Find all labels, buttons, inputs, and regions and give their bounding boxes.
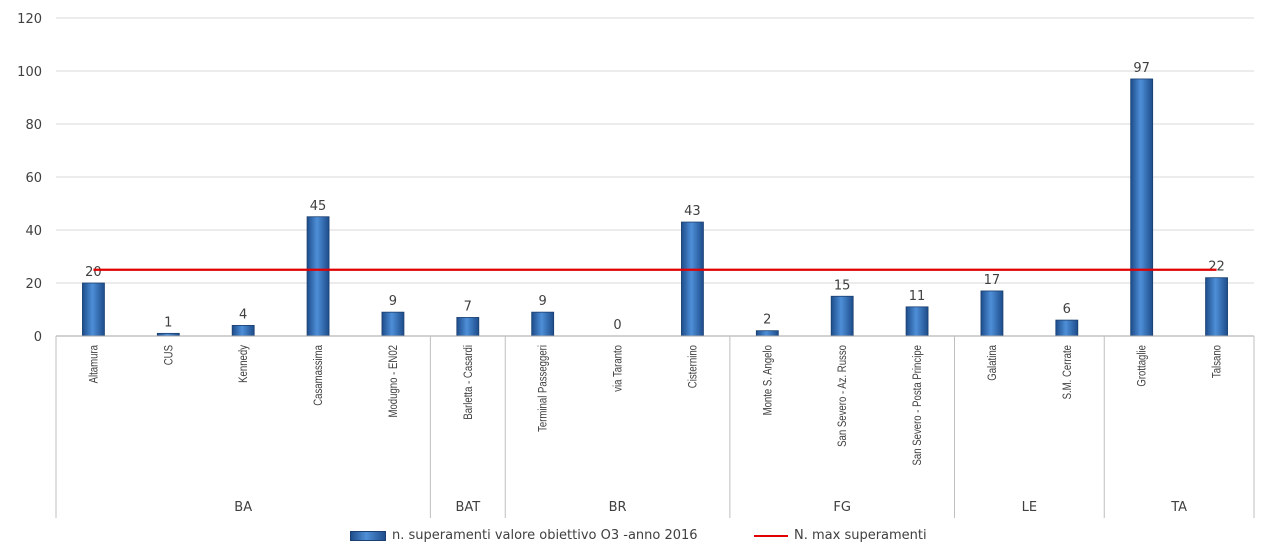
data-label: 97 (1133, 61, 1150, 76)
group-label: BR (609, 500, 627, 515)
bar (1205, 277, 1228, 337)
legend-label-bars: n. superamenti valore obiettivo O3 -anno… (392, 528, 698, 543)
data-label: 17 (984, 273, 1001, 288)
legend-swatch-bars (350, 530, 386, 541)
legend-swatch-line (754, 534, 788, 537)
data-label: 1 (164, 315, 172, 330)
data-label: 9 (389, 294, 397, 309)
gridlines (56, 17, 1254, 337)
bar (755, 330, 779, 337)
group-label: BAT (455, 500, 480, 515)
bar (231, 324, 255, 337)
x-tick-label: Monte S. Angelo (761, 345, 774, 415)
group-label: LE (1022, 500, 1037, 515)
group-label: TA (1170, 500, 1187, 515)
data-label: 20 (85, 265, 102, 280)
y-tick-label: 40 (25, 224, 42, 239)
bar (1055, 319, 1079, 337)
bar (531, 311, 555, 337)
y-tick-label: 100 (17, 65, 42, 80)
x-tick-label: Modugno - EN02 (387, 345, 400, 418)
x-tick-label: S.M. Cerrate (1061, 345, 1074, 399)
y-tick-label: 20 (25, 277, 42, 292)
data-label: 4 (239, 307, 247, 322)
group-label: BA (234, 500, 252, 515)
x-tick-label: Talsano (1211, 345, 1224, 378)
x-tick-label: via Taranto (612, 345, 625, 392)
bar (905, 306, 929, 337)
data-label: 45 (310, 199, 327, 214)
bar (381, 311, 405, 337)
legend: n. superamenti valore obiettivo O3 -anno… (0, 528, 1265, 546)
bar (681, 221, 704, 337)
legend-item-bars: n. superamenti valore obiettivo O3 -anno… (350, 528, 698, 543)
bar (1130, 78, 1154, 337)
bar (82, 282, 105, 337)
x-tick-label: CUS (162, 345, 175, 365)
legend-label-line: N. max superamenti (794, 528, 927, 543)
x-tick-label: Grottaglie (1136, 345, 1149, 387)
x-tick-label: Terminal Passeggeri (537, 345, 550, 432)
data-label: 43 (684, 204, 701, 219)
x-tick-label: Kennedy (237, 345, 250, 383)
data-label: 11 (909, 289, 926, 304)
legend-item-line: N. max superamenti (754, 528, 927, 543)
x-tick-label: Altamura (87, 344, 100, 383)
y-axis: 0 20 40 60 80 100 120 (17, 12, 42, 345)
data-label: 22 (1208, 260, 1225, 275)
data-label: 9 (539, 294, 547, 309)
data-label: 7 (464, 299, 472, 314)
bar (830, 295, 854, 337)
x-tick-label: Casamassima (312, 344, 325, 406)
data-label: 15 (834, 278, 851, 293)
y-tick-label: 0 (34, 330, 42, 345)
x-tick-label: Galatina (986, 344, 999, 381)
group-label: FG (833, 500, 851, 515)
data-label: 0 (613, 318, 621, 333)
bar (306, 216, 330, 337)
x-tick-label: San Severo - Az. Russo (836, 345, 849, 447)
y-tick-label: 60 (25, 171, 42, 186)
data-label: 2 (763, 313, 771, 328)
y-tick-label: 80 (25, 118, 42, 133)
bars (82, 78, 1228, 337)
x-tick-label: Barletta - Casardi (462, 345, 475, 420)
x-axis: Altamura CUS Kennedy Casamassima Modugno - E… (55, 335, 1255, 518)
bar (456, 317, 480, 337)
bar (980, 290, 1004, 337)
x-tick-label: San Severo - Posta Principe (911, 345, 924, 466)
y-tick-label: 120 (17, 12, 42, 27)
data-label: 6 (1063, 302, 1071, 317)
x-tick-label: Cisternino (686, 345, 699, 388)
